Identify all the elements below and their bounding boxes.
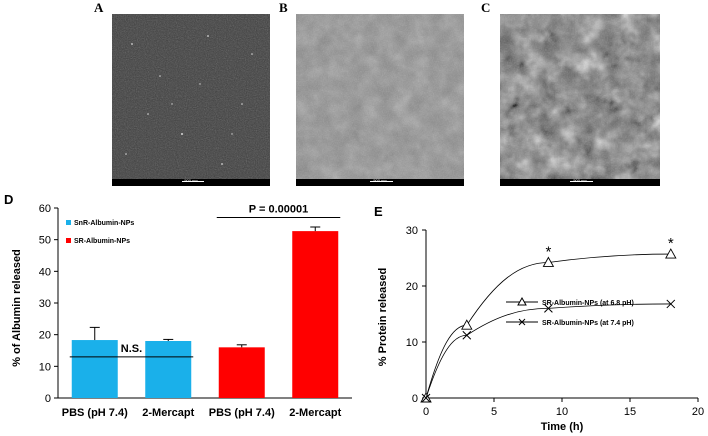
data-point-triangle-e: [461, 319, 473, 330]
legend-label-d: SnR-Albumin-NPs: [74, 220, 134, 227]
bar-chart-d: D % of Albumin released 0 10 20 30 40 50 60 PBS…: [4, 192, 352, 419]
bar-d: [71, 340, 118, 398]
micrograph-c: 500 nm: [500, 14, 660, 186]
x-tick-label-e: 0: [423, 406, 429, 418]
data-point-triangle-e: [542, 256, 555, 267]
legend-marker-triangle-e: [517, 296, 527, 306]
micrograph-a-image: [112, 14, 270, 186]
scale-label-c: 500 nm: [573, 178, 587, 183]
x-axis-label-e: Time (h): [541, 421, 584, 433]
significance-label-d: N.S.: [121, 343, 142, 355]
y-tick-label-d: 10: [39, 361, 51, 373]
legend-marker-x-e: [518, 318, 526, 326]
legend-swatch-d: [66, 220, 71, 225]
panel-letter-b: B: [279, 0, 288, 15]
category-label-d: 2-Mercapt: [142, 407, 194, 419]
panel-letter-c: C: [481, 0, 491, 15]
panel-letter-a: A: [94, 0, 104, 15]
x-tick-label-e: 20: [692, 406, 704, 418]
series-line-e: [425, 303, 671, 399]
legend-label-d: SR-Albumin-NPs: [74, 238, 130, 245]
x-tick-label-e: 10: [556, 406, 568, 418]
y-axis-label-e: % Protein released: [377, 268, 389, 366]
category-label-d: PBS (pH 7.4): [62, 407, 128, 419]
scale-label-b: 500 nm: [373, 178, 387, 183]
micrograph-a: 500 nm: [112, 14, 270, 186]
significance-star-e: *: [668, 235, 674, 252]
category-label-d: PBS (pH 7.4): [209, 407, 275, 419]
micrograph-c-image: [500, 14, 660, 186]
scale-label-a: 500 nm: [184, 178, 198, 183]
scale-bar-a: 500 nm: [112, 178, 270, 186]
y-tick-label-d: 40: [39, 266, 51, 278]
y-tick-label-e: 10: [406, 337, 418, 349]
y-tick-label-d: 60: [39, 203, 51, 215]
significance-star-e: *: [545, 243, 551, 260]
bar-d: [292, 231, 339, 398]
significance-label-d: P = 0.00001: [249, 204, 308, 216]
micrograph-b-image: [296, 14, 464, 186]
line-chart-e: E % Protein released Time (h) 0 10 20 30 0 5 1…: [374, 204, 704, 433]
y-tick-label-d: 50: [39, 235, 51, 247]
y-tick-label-d: 0: [45, 393, 51, 405]
legend-label-e: SR-Albumin-NPs (at 6.8 pH): [542, 300, 634, 307]
y-tick-label-e: 20: [406, 281, 418, 293]
category-label-d: 2-Mercapt: [289, 407, 341, 419]
y-tick-label-e: 0: [412, 393, 418, 405]
micrograph-b: 500 nm: [296, 14, 464, 186]
y-axis-label-d: % of Albumin released: [11, 249, 23, 367]
x-tick-label-e: 15: [624, 406, 636, 418]
bar-d: [218, 347, 265, 398]
legend-swatch-d: [66, 238, 71, 243]
data-point-x-e: [544, 304, 553, 313]
x-tick-label-e: 5: [491, 406, 497, 418]
panel-letter-d: D: [4, 192, 13, 207]
scale-bar-c: 500 nm: [500, 178, 660, 186]
y-tick-label-d: 30: [39, 298, 51, 310]
panel-letter-e: E: [374, 204, 383, 219]
y-tick-label-e: 30: [406, 225, 418, 237]
bar-d: [145, 341, 192, 398]
series-line-e: [425, 253, 671, 399]
legend-label-e: SR-Albumin-NPs (at 7.4 pH): [542, 320, 634, 327]
y-tick-label-d: 20: [39, 330, 51, 342]
data-point-x-e: [462, 330, 472, 340]
scale-bar-b: 500 nm: [296, 178, 464, 186]
data-point-x-e: [666, 299, 676, 309]
data-point-triangle-e: [665, 248, 677, 259]
data-point-x-e: [421, 393, 431, 403]
